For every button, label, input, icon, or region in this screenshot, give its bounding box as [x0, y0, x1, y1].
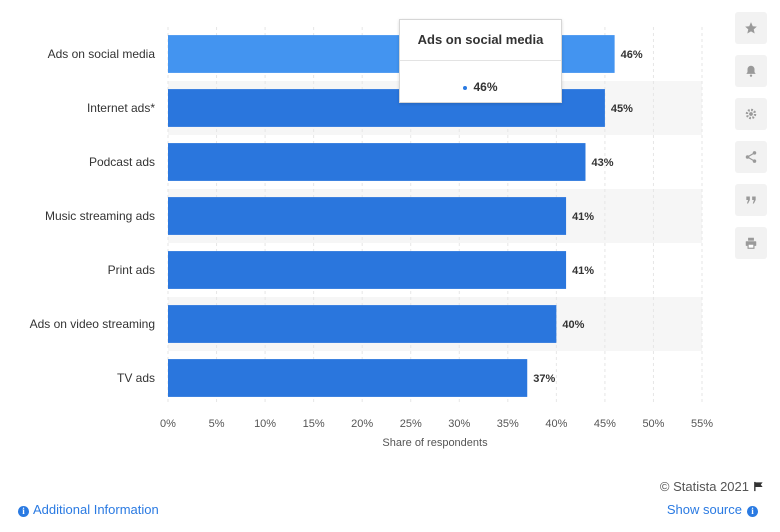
x-tick-label: 35%	[497, 418, 519, 430]
bars	[168, 35, 615, 397]
category-label: Music streaming ads	[45, 209, 155, 223]
star-button[interactable]	[735, 12, 767, 44]
x-tick-label: 15%	[303, 418, 325, 430]
x-tick-label: 50%	[642, 418, 664, 430]
x-tick-label: 45%	[594, 418, 616, 430]
settings-button[interactable]	[735, 98, 767, 130]
category-labels: Ads on social media Internet ads* Podcast …	[30, 47, 156, 385]
x-axis-title: Share of respondents	[382, 437, 488, 449]
cite-button[interactable]	[735, 184, 767, 216]
bar[interactable]	[168, 305, 557, 343]
value-label: 41%	[572, 211, 594, 223]
x-tick-label: 0%	[160, 418, 176, 430]
additional-information-label: Additional Information	[33, 502, 159, 517]
quote-icon	[746, 196, 756, 204]
additional-information-link[interactable]: i Additional Information	[18, 502, 159, 517]
show-source-link[interactable]: Show source i	[667, 502, 758, 517]
value-label: 46%	[621, 49, 643, 61]
category-label: Podcast ads	[89, 155, 155, 169]
value-label: 41%	[572, 265, 594, 277]
value-labels: 46% 45% 43% 41% 41% 40% 37%	[533, 49, 643, 385]
tooltip: Ads on social media 46%	[399, 19, 562, 103]
bell-icon	[746, 65, 756, 77]
bar[interactable]	[168, 143, 586, 181]
x-tick-label: 25%	[400, 418, 422, 430]
bar[interactable]	[168, 359, 528, 397]
flag-icon	[753, 480, 764, 495]
x-tick-label: 5%	[209, 418, 225, 430]
x-tick-labels: 0% 5% 10% 15% 20% 25% 30% 35% 40% 45% 50% 55%	[160, 418, 713, 430]
bar[interactable]	[168, 251, 567, 289]
category-label: Internet ads*	[87, 101, 155, 115]
print-button[interactable]	[735, 227, 767, 259]
print-icon	[745, 237, 757, 249]
category-label: Ads on social media	[48, 47, 156, 61]
x-tick-label: 55%	[691, 418, 713, 430]
star-icon	[745, 22, 757, 34]
x-tick-label: 10%	[254, 418, 276, 430]
value-label: 45%	[611, 103, 633, 115]
value-label: 40%	[562, 319, 584, 331]
share-icon	[745, 151, 757, 163]
gear-icon	[745, 108, 757, 120]
tooltip-value: 46%	[473, 80, 498, 94]
copyright-text: © Statista 2021	[659, 479, 749, 494]
tooltip-title: Ads on social media	[417, 32, 544, 47]
bar[interactable]	[168, 197, 567, 235]
category-label: Ads on video streaming	[30, 317, 155, 331]
category-label: Print ads	[108, 263, 155, 277]
notification-button[interactable]	[735, 55, 767, 87]
share-button[interactable]	[735, 141, 767, 173]
copyright: © Statista 2021	[660, 479, 764, 495]
series-dot-icon	[463, 85, 468, 90]
tooltip-row: 46%	[400, 80, 561, 94]
info-icon: i	[18, 506, 29, 517]
value-label: 37%	[533, 373, 555, 385]
sidebar-toolbar	[735, 12, 769, 270]
tooltip-divider	[400, 60, 561, 61]
value-label: 43%	[591, 157, 613, 169]
info-icon: i	[747, 506, 758, 517]
x-tick-label: 20%	[351, 418, 373, 430]
category-label: TV ads	[117, 371, 155, 385]
x-tick-label: 30%	[448, 418, 470, 430]
x-tick-label: 40%	[545, 418, 567, 430]
show-source-label: Show source	[666, 502, 742, 517]
